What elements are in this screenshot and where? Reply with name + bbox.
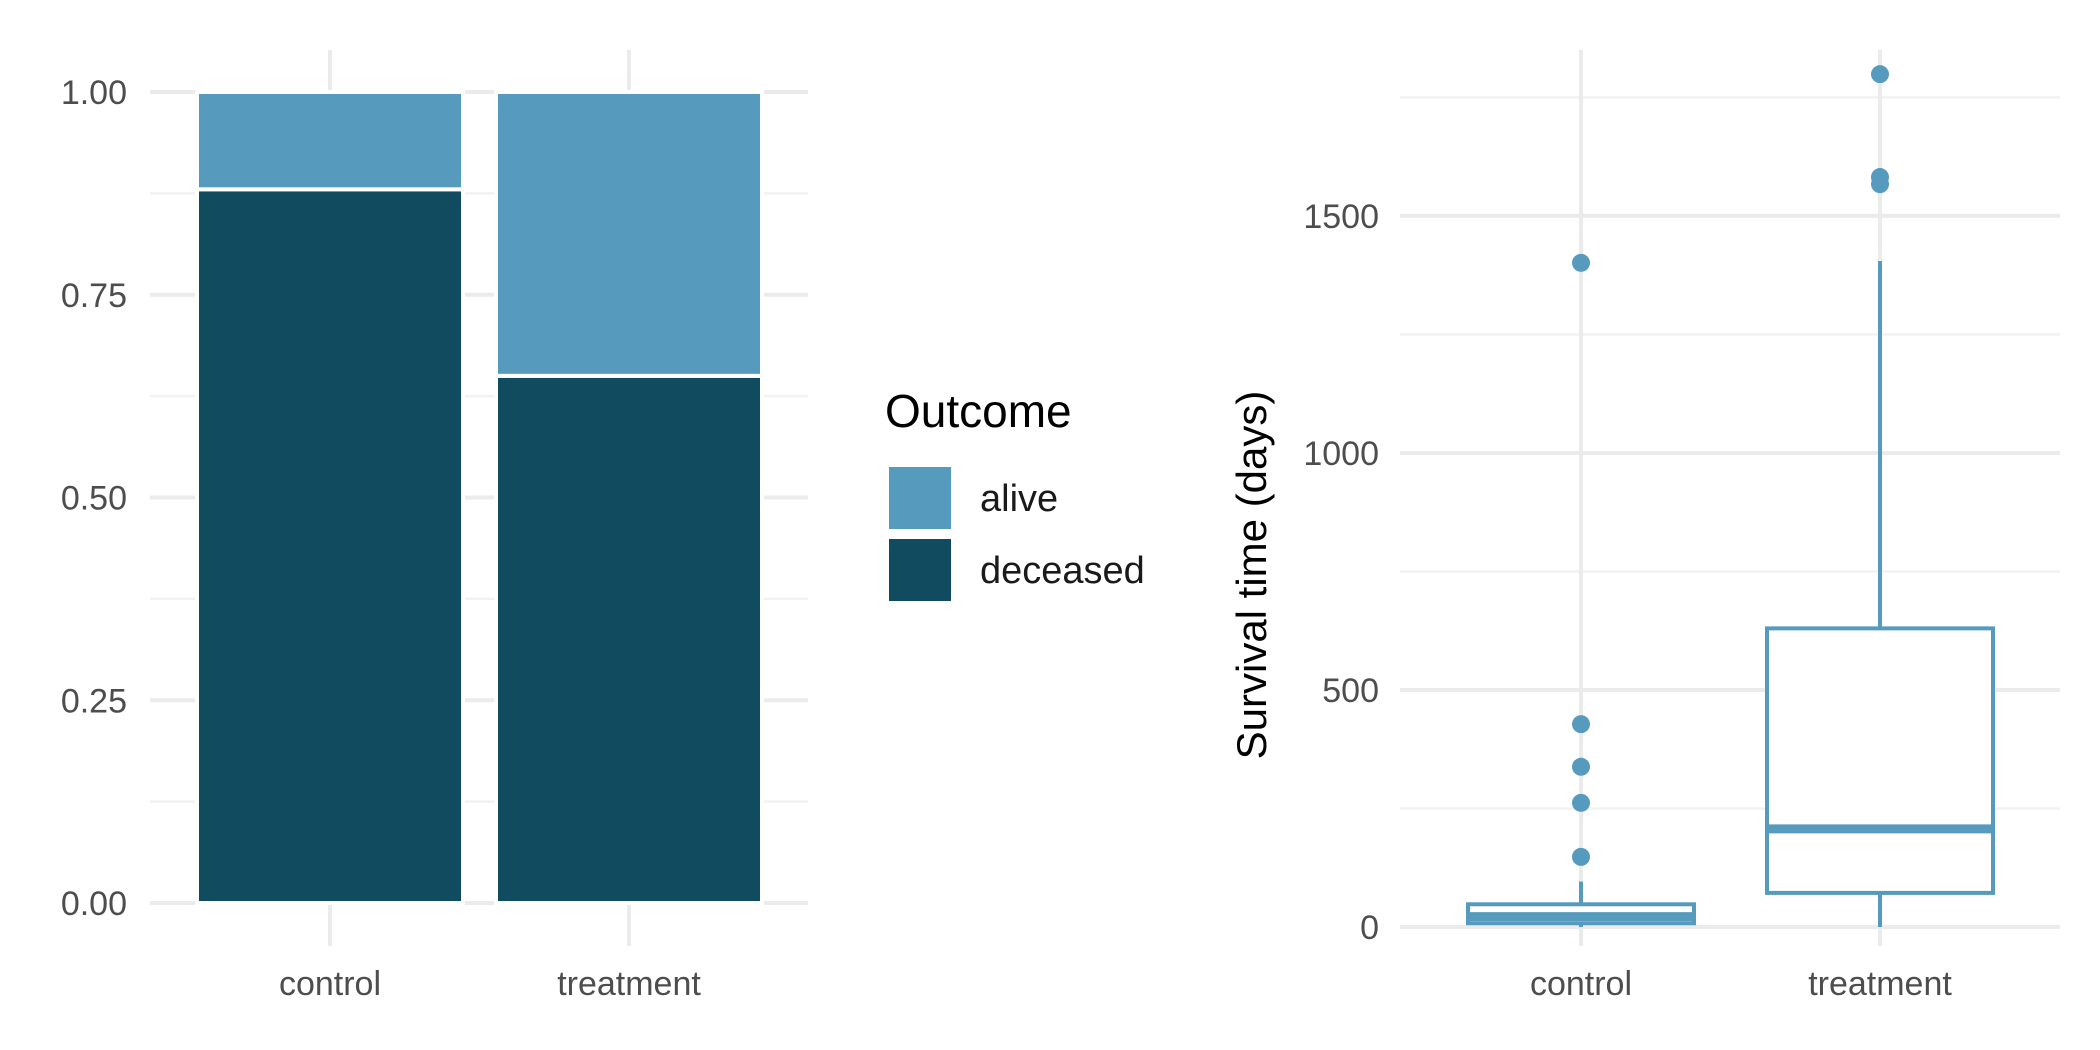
box-control: [1466, 253, 1696, 928]
left-y-tick-label: 0.75: [61, 277, 127, 315]
left-y-tick-label: 0.50: [61, 480, 127, 518]
left-y-tick-labels: 0.00 0.25 0.50 0.75 1.00: [61, 74, 127, 923]
legend-label-alive: alive: [980, 478, 1058, 520]
outlier-point: [1871, 65, 1889, 84]
bar-alive-treatment: [494, 90, 764, 378]
right-y-tick-label: 0: [1360, 909, 1379, 947]
box-plot: 0 500 1000 1500 control treatment Survival t…: [1228, 50, 2060, 1003]
right-y-tick-labels: 0 500 1000 1500: [1303, 198, 1379, 947]
legend-entries: alive deceased: [889, 467, 1145, 601]
left-bars: [195, 90, 764, 906]
legend: Outcome alive deceased: [885, 385, 1145, 601]
left-y-tick-label: 0.25: [61, 682, 127, 720]
bar-deceased-control: [195, 187, 465, 905]
stacked-bar-chart: 0.00 0.25 0.50 0.75 1.00 control treatment: [61, 50, 808, 1003]
legend-swatch-deceased: [889, 539, 951, 601]
legend-title: Outcome: [885, 385, 1072, 437]
outlier-point: [1572, 715, 1590, 734]
legend-label-deceased: deceased: [980, 550, 1145, 592]
left-x-tick-label: control: [279, 965, 381, 1003]
outlier-point: [1572, 847, 1590, 866]
outlier-point: [1572, 757, 1590, 776]
outlier-point: [1572, 253, 1590, 272]
right-x-tick-label: treatment: [1808, 965, 1952, 1003]
left-x-tick-label: treatment: [557, 965, 701, 1003]
right-y-tick-label: 500: [1322, 672, 1379, 710]
right-x-tick-label: control: [1530, 965, 1632, 1003]
left-x-tick-labels: control treatment: [279, 965, 701, 1003]
left-y-tick-label: 0.00: [61, 885, 127, 923]
right-boxes: [1466, 65, 1995, 928]
y-axis-title: Survival time (days): [1228, 391, 1275, 760]
outlier-point: [1572, 793, 1590, 812]
right-x-tick-labels: control treatment: [1530, 965, 1952, 1003]
legend-swatch-alive: [889, 467, 951, 529]
left-y-tick-label: 1.00: [61, 74, 127, 112]
box-iqr: [1765, 626, 1995, 895]
bar-alive-control: [195, 90, 465, 192]
bar-deceased-treatment: [494, 373, 764, 906]
right-y-tick-label: 1000: [1303, 435, 1379, 473]
outlier-point: [1871, 168, 1889, 187]
box-treatment: [1765, 65, 1995, 928]
right-y-tick-label: 1500: [1303, 198, 1379, 236]
